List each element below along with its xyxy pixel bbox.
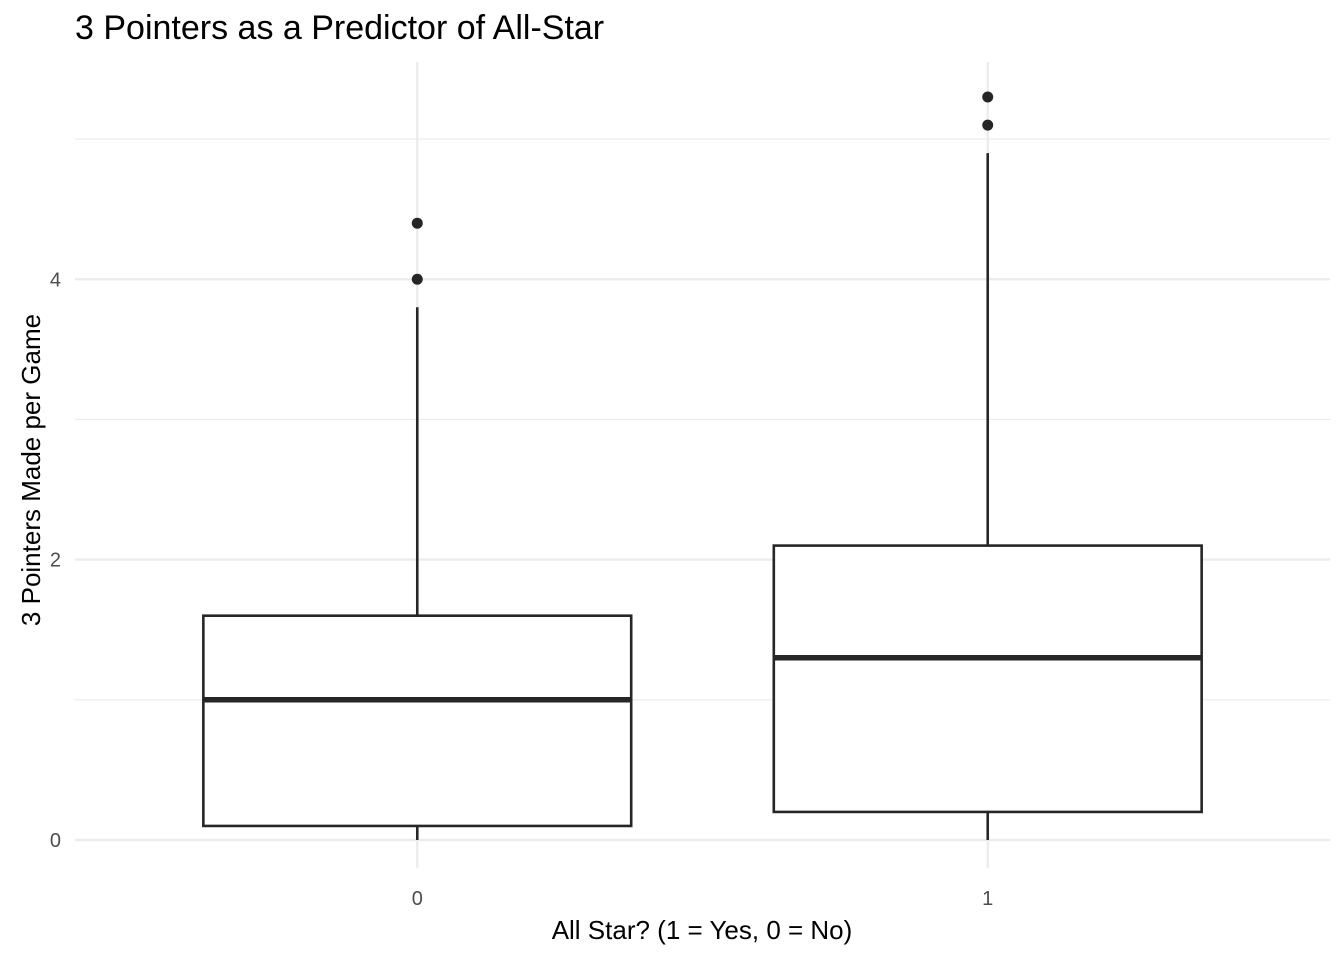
x-tick-label: 1 bbox=[982, 888, 993, 910]
box-layer bbox=[202, 91, 1203, 840]
y-tick-label: 2 bbox=[50, 550, 61, 572]
outlier-point bbox=[982, 91, 994, 103]
box-group-0 bbox=[202, 217, 633, 840]
y-tick-label: 4 bbox=[50, 269, 61, 291]
box-iqr bbox=[772, 544, 1203, 814]
tick-layer: 0 2 4 0 1 bbox=[50, 269, 993, 910]
y-axis-title: 3 Pointers Made per Game bbox=[16, 314, 46, 626]
grid-layer bbox=[75, 62, 1330, 868]
box-iqr bbox=[202, 614, 633, 828]
chart-title: 3 Pointers as a Predictor of All-Star bbox=[75, 9, 604, 47]
outlier-point bbox=[411, 217, 423, 229]
outlier-point bbox=[411, 273, 423, 285]
y-tick-label: 0 bbox=[50, 830, 61, 852]
x-axis-title: All Star? (1 = Yes, 0 = No) bbox=[552, 915, 853, 945]
outlier-point bbox=[982, 119, 994, 131]
x-tick-label: 0 bbox=[412, 888, 423, 910]
box-group-1 bbox=[772, 91, 1203, 840]
